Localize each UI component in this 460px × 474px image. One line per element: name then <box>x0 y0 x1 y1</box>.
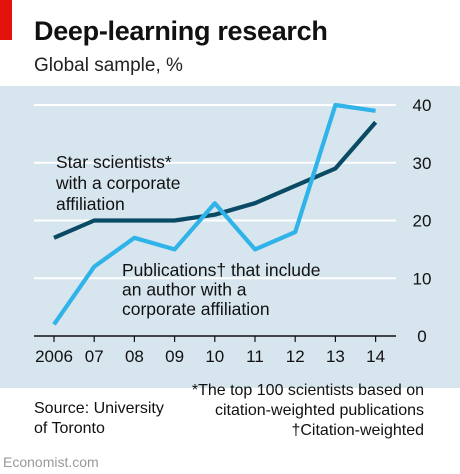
source-line: Source: University <box>34 400 164 417</box>
footnote-line: *The top 100 scientists based on <box>191 382 424 399</box>
y-tick-label: 30 <box>413 154 432 173</box>
x-axis-ticks: 2006 07 08 09 10 11 12 13 14 <box>35 336 385 366</box>
x-tick-label: 08 <box>125 347 144 366</box>
x-tick-label: 14 <box>366 347 385 366</box>
credit-text: Economist.com <box>3 454 99 470</box>
source-line: of Toronto <box>34 420 105 437</box>
plot-background <box>0 86 460 388</box>
x-tick-label: 07 <box>85 347 104 366</box>
y-tick-label: 10 <box>413 269 432 288</box>
x-tick-label: 10 <box>205 347 224 366</box>
credit-bar: Economist.com <box>0 452 460 474</box>
chart-title: Deep-learning research <box>34 16 328 46</box>
y-tick-label: 0 <box>417 327 426 346</box>
footnote-line: citation-weighted publications <box>214 402 424 419</box>
x-tick-label: 11 <box>246 347 264 366</box>
source-note: Source: University of Toronto <box>34 399 164 439</box>
y-axis-ticks: 0 10 20 30 40 <box>413 96 432 346</box>
x-tick-label: 12 <box>286 347 305 366</box>
footnote-line: †Citation-weighted <box>291 422 424 439</box>
series-label: Publications† that include <box>122 260 320 280</box>
x-tick-label: 2006 <box>35 347 73 366</box>
x-tick-label: 13 <box>326 347 345 366</box>
brand-tab <box>0 0 12 40</box>
series-label: with a corporate <box>55 173 181 193</box>
series-line <box>53 120 378 240</box>
chart-subtitle: Global sample, % <box>34 55 183 76</box>
y-tick-label: 20 <box>413 212 432 231</box>
series-label: affiliation <box>56 194 125 214</box>
series-line <box>52 102 376 326</box>
series-label: corporate affiliation <box>122 299 270 319</box>
y-tick-label: 40 <box>413 96 432 115</box>
footnote: *The top 100 scientists based on citatio… <box>192 381 424 441</box>
x-tick-label: 09 <box>165 347 184 366</box>
series-label: an author with a <box>122 280 247 300</box>
series-label: Star scientists* <box>56 152 172 172</box>
series-lines <box>52 102 378 326</box>
series-labels: Star scientists*with a corporateaffiliat… <box>55 152 320 319</box>
